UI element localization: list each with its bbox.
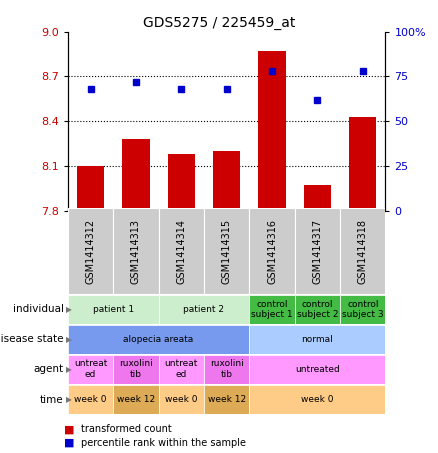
Text: ▶: ▶ bbox=[66, 395, 71, 404]
Bar bbox=[168, 154, 195, 211]
Text: GSM1414317: GSM1414317 bbox=[312, 219, 322, 284]
Text: ruxolini
tib: ruxolini tib bbox=[210, 360, 244, 379]
Bar bbox=[204, 355, 249, 384]
Bar bbox=[258, 51, 286, 211]
Bar bbox=[340, 208, 385, 294]
Bar bbox=[159, 295, 249, 324]
Bar bbox=[204, 385, 249, 414]
Bar bbox=[68, 295, 159, 324]
Text: week 0: week 0 bbox=[165, 395, 198, 404]
Bar bbox=[249, 385, 385, 414]
Bar bbox=[159, 208, 204, 294]
Bar bbox=[249, 325, 385, 354]
Text: untreated: untreated bbox=[295, 365, 340, 374]
Text: control
subject 2: control subject 2 bbox=[297, 300, 338, 319]
Text: GSM1414313: GSM1414313 bbox=[131, 219, 141, 284]
Text: alopecia areata: alopecia areata bbox=[124, 335, 194, 344]
Bar bbox=[68, 355, 113, 384]
Text: patient 1: patient 1 bbox=[93, 305, 134, 314]
Text: GSM1414318: GSM1414318 bbox=[358, 219, 368, 284]
Bar bbox=[249, 355, 385, 384]
Text: normal: normal bbox=[301, 335, 333, 344]
Bar bbox=[295, 295, 340, 324]
Text: disease state: disease state bbox=[0, 334, 64, 344]
Bar bbox=[295, 208, 340, 294]
Bar bbox=[159, 385, 204, 414]
Text: GSM1414314: GSM1414314 bbox=[177, 219, 186, 284]
Bar bbox=[68, 385, 113, 414]
Text: percentile rank within the sample: percentile rank within the sample bbox=[81, 438, 246, 448]
Bar bbox=[113, 208, 159, 294]
Text: GSM1414316: GSM1414316 bbox=[267, 219, 277, 284]
Text: ▶: ▶ bbox=[66, 365, 71, 374]
Text: time: time bbox=[40, 395, 64, 405]
Bar bbox=[122, 139, 149, 211]
Text: control
subject 1: control subject 1 bbox=[251, 300, 293, 319]
Bar bbox=[68, 208, 113, 294]
Text: transformed count: transformed count bbox=[81, 424, 172, 434]
Text: ■: ■ bbox=[64, 424, 74, 434]
Bar bbox=[340, 295, 385, 324]
Bar bbox=[213, 151, 240, 211]
Bar bbox=[159, 355, 204, 384]
Text: ■: ■ bbox=[64, 438, 74, 448]
Bar bbox=[77, 166, 104, 211]
Bar bbox=[249, 295, 295, 324]
Text: ruxolini
tib: ruxolini tib bbox=[119, 360, 153, 379]
Text: untreat
ed: untreat ed bbox=[74, 360, 107, 379]
Bar bbox=[249, 208, 295, 294]
Text: untreat
ed: untreat ed bbox=[165, 360, 198, 379]
Bar bbox=[113, 355, 159, 384]
Text: GDS5275 / 225459_at: GDS5275 / 225459_at bbox=[143, 16, 295, 30]
Bar bbox=[204, 208, 249, 294]
Text: patient 2: patient 2 bbox=[184, 305, 225, 314]
Text: week 0: week 0 bbox=[74, 395, 107, 404]
Bar bbox=[349, 117, 376, 211]
Text: GSM1414315: GSM1414315 bbox=[222, 219, 232, 284]
Text: week 12: week 12 bbox=[208, 395, 246, 404]
Text: ▶: ▶ bbox=[66, 305, 71, 314]
Text: control
subject 3: control subject 3 bbox=[342, 300, 384, 319]
Bar bbox=[68, 325, 249, 354]
Text: week 0: week 0 bbox=[301, 395, 334, 404]
Text: ▶: ▶ bbox=[66, 335, 71, 344]
Text: agent: agent bbox=[33, 364, 64, 374]
Text: individual: individual bbox=[13, 304, 64, 314]
Bar bbox=[113, 385, 159, 414]
Text: GSM1414312: GSM1414312 bbox=[85, 219, 95, 284]
Text: week 12: week 12 bbox=[117, 395, 155, 404]
Bar bbox=[304, 185, 331, 211]
